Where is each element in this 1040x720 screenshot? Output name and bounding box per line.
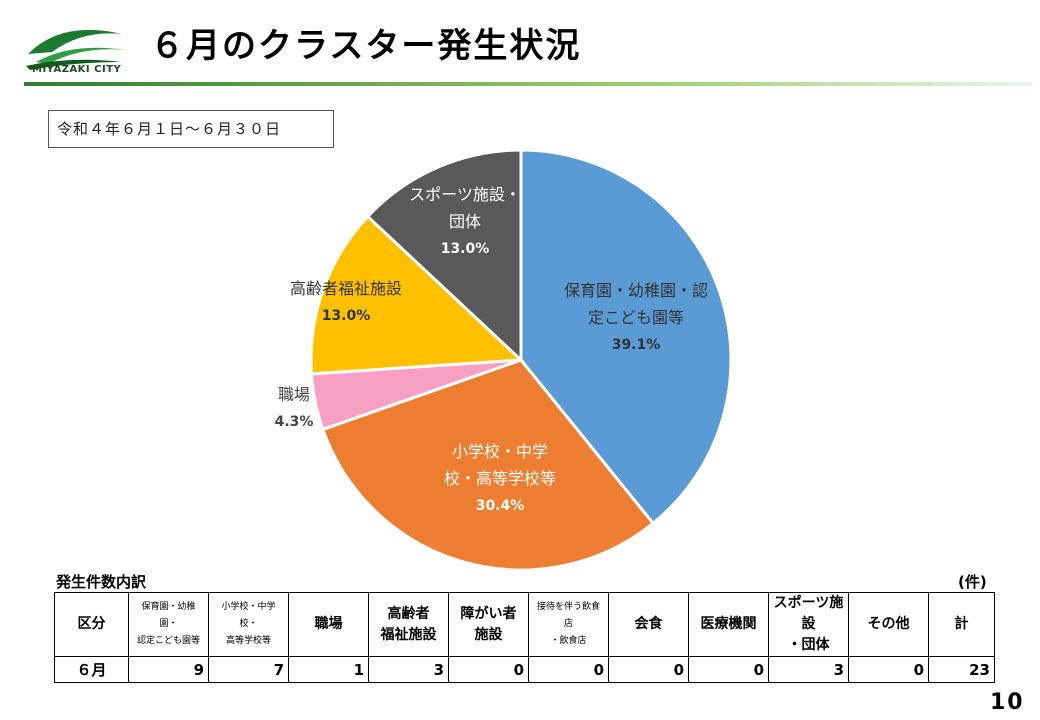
- table-header-cell: 医療機関: [688, 592, 769, 657]
- table-cell: 9: [128, 656, 209, 683]
- table-cell: 7: [208, 656, 289, 683]
- slice-label: 校・高等学校等: [444, 469, 556, 488]
- miyazaki-city-logo: [26, 29, 126, 70]
- table-header-cell: 高齢者 福祉施設: [368, 592, 449, 657]
- slice-label: 団体: [449, 212, 481, 231]
- table-header-row: 区分 保育園・幼稚園・ 認定こども園等 小学校・中学校・ 高等学校等 職場 高齢者 福祉施設障…: [54, 592, 995, 657]
- table-cell: 1: [288, 656, 369, 683]
- pie-slice: [309, 214, 525, 376]
- table-header-cell: 会食: [608, 592, 689, 657]
- table-cell: 3: [368, 656, 449, 683]
- table-cell: 3: [768, 656, 849, 683]
- slice-label: 保育園・幼稚園・認: [564, 281, 708, 300]
- table-cell: 0: [448, 656, 529, 683]
- pie-slice: [320, 358, 656, 570]
- table-caption: 発生件数内訳: [56, 573, 147, 591]
- table-header-cell: 保育園・幼稚園・ 認定こども園等: [128, 592, 209, 657]
- table-cell: 23: [928, 656, 995, 683]
- row-label: ６月: [54, 656, 129, 683]
- slice-percent-label: 13.0%: [322, 308, 371, 324]
- logo-text: MIYAZAKI CITY: [32, 64, 122, 75]
- table-header-cell: 職場: [288, 592, 369, 657]
- pie-chart: 保育園・幼稚園・認定こども園等 39.1% 小学校・中学校・高等学校等 30.4% 職場…: [275, 148, 733, 570]
- slice-label: スポーツ施設・: [409, 185, 521, 204]
- table-cell: 0: [688, 656, 769, 683]
- slice-percent-label: 13.0%: [441, 241, 490, 257]
- slice-label: 小学校・中学: [452, 442, 548, 461]
- table-header-cell: その他: [848, 592, 929, 657]
- table-header-cell: 障がい者 施設: [448, 592, 529, 657]
- slice-percent-label: 4.3%: [275, 414, 314, 430]
- table-header-cell: 計: [928, 592, 995, 657]
- page-number: 10: [990, 690, 1025, 715]
- breakdown-table: 区分 保育園・幼稚園・ 認定こども園等 小学校・中学校・ 高等学校等 職場 高齢者 福祉施設障…: [54, 592, 995, 683]
- table-header-cell: 区分: [54, 592, 129, 657]
- pie-slice: [365, 148, 523, 364]
- slice-percent-label: 39.1%: [612, 337, 661, 353]
- table-row: ６月 9 7 1 3 0 0 0 0 3 0 23: [54, 656, 995, 683]
- table-header-cell: スポーツ施設 ・団体: [768, 592, 849, 657]
- slice-label: 定こども園等: [588, 308, 684, 327]
- slice-label: 職場: [278, 385, 310, 404]
- table-cell: 0: [608, 656, 689, 683]
- table-header-cell: 接待を伴う飲食店 ・飲食店: [528, 592, 609, 657]
- table-cell: 0: [848, 656, 929, 683]
- slice-percent-label: 30.4%: [476, 498, 525, 514]
- slice-label: 高齢者福祉施設: [290, 279, 402, 298]
- pie-slice: [519, 148, 733, 526]
- table-header-cell: 小学校・中学校・ 高等学校等: [208, 592, 289, 657]
- table-unit: (件): [958, 573, 987, 591]
- period-box: 令和４年６月１日～６月３０日: [48, 110, 334, 148]
- page-title: ６月のクラスター発生状況: [150, 26, 582, 66]
- title-divider: [24, 82, 1032, 86]
- table-cell: 0: [528, 656, 609, 683]
